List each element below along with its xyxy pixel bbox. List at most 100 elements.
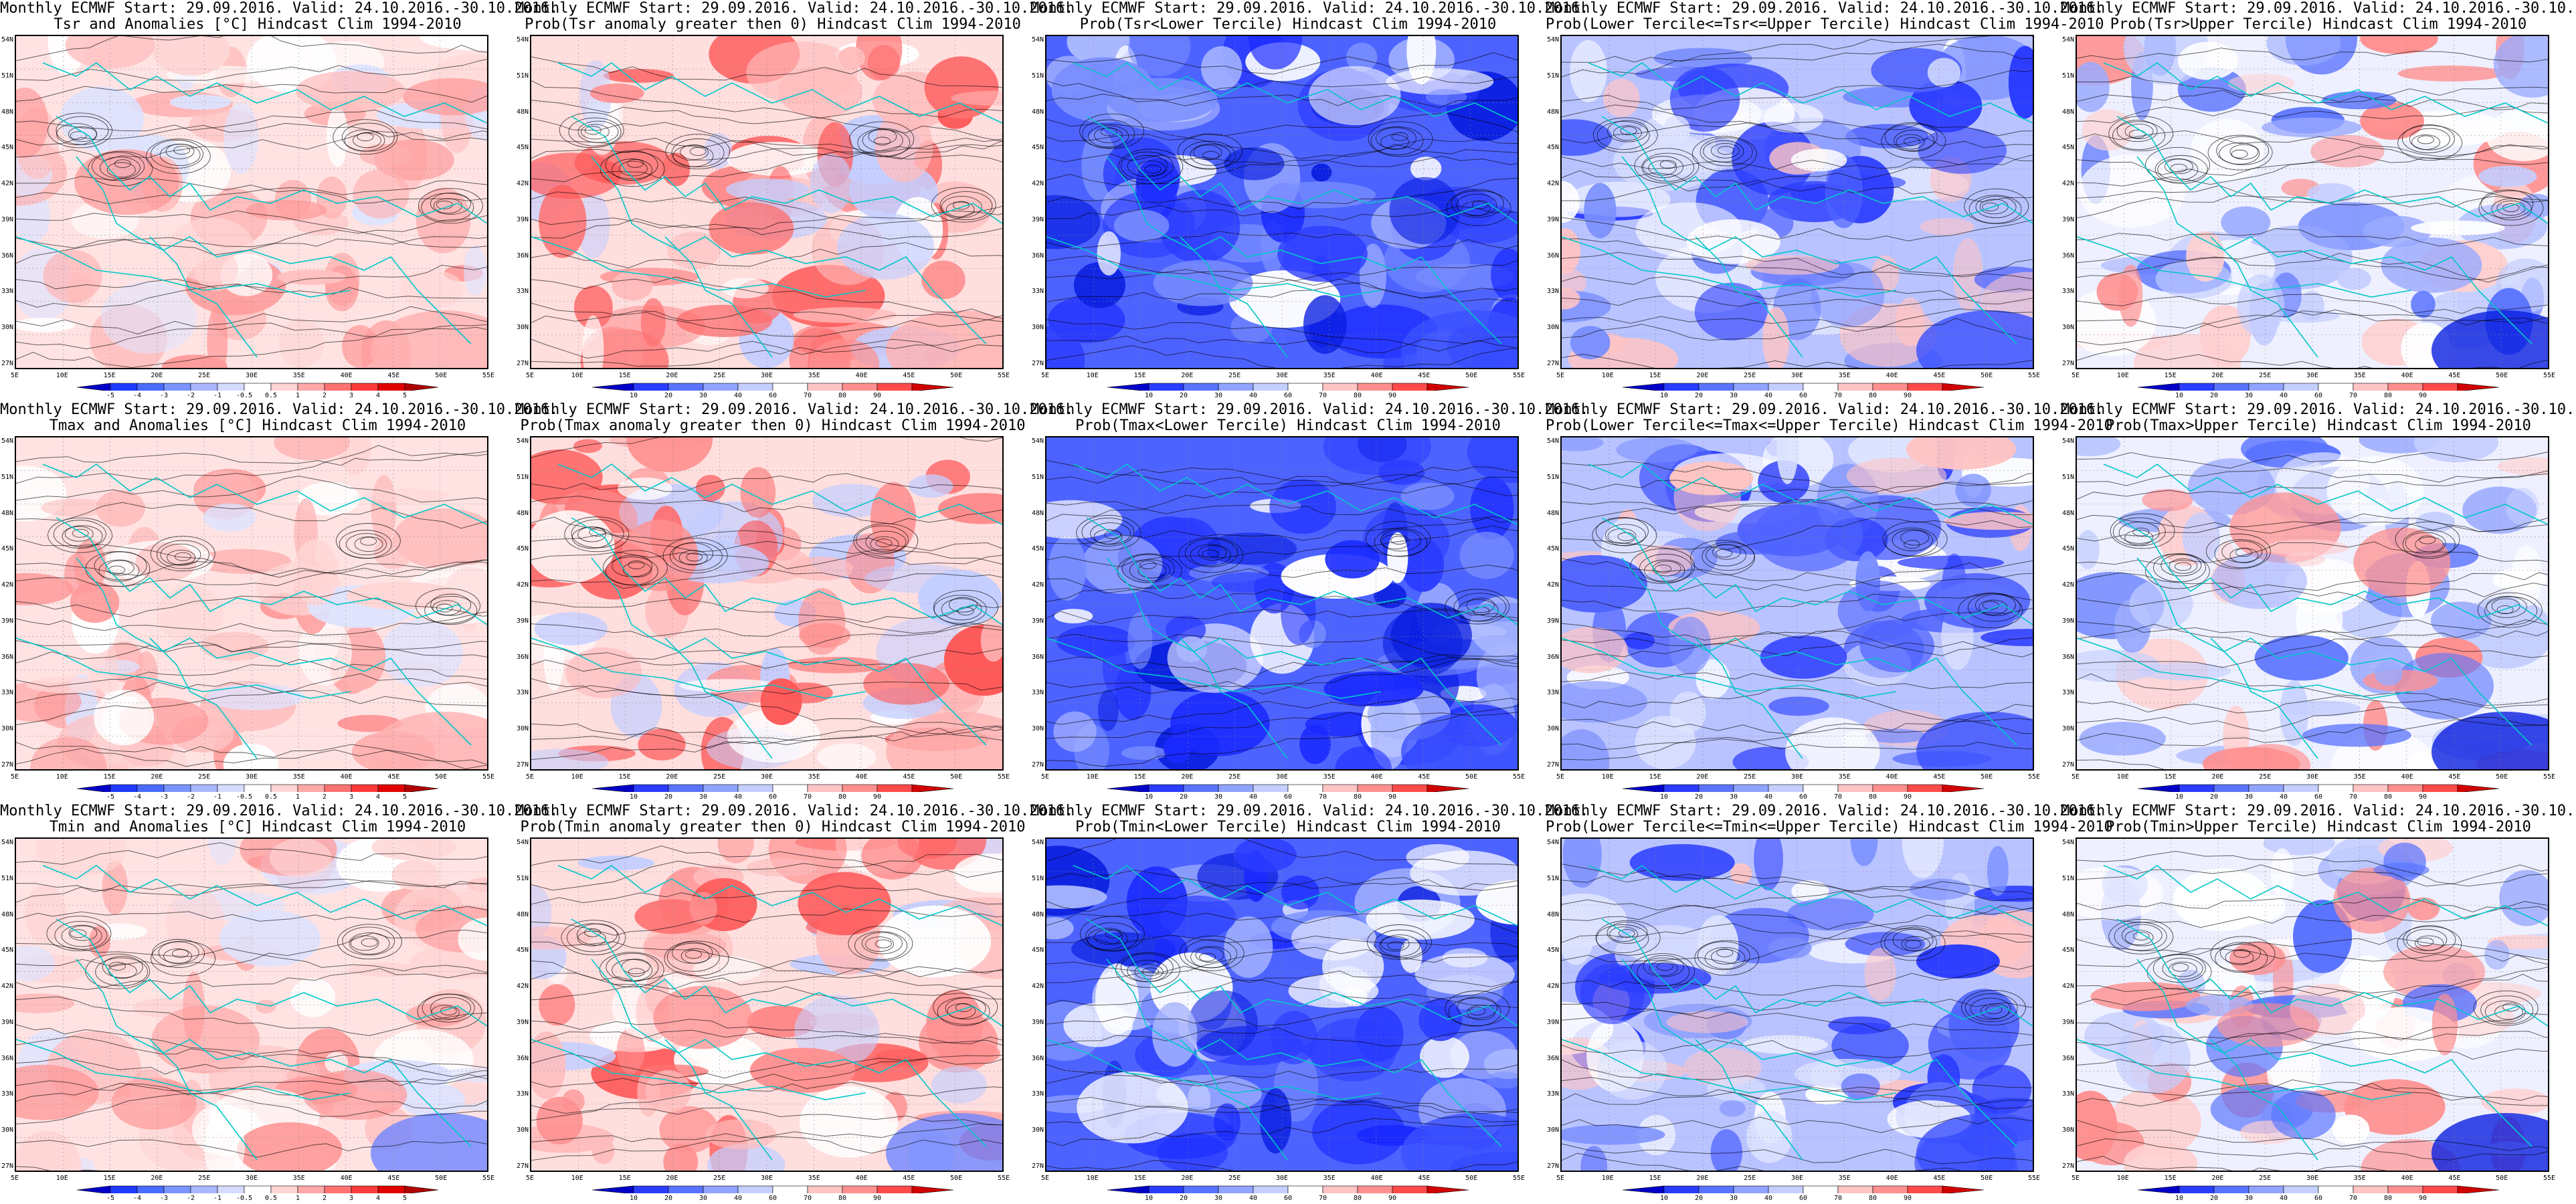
lon-label: 50E [1981,773,1993,781]
lon-label: 5E [2071,372,2080,379]
colorbar-swatch [807,1185,843,1193]
lon-label: 25E [2259,773,2272,781]
panel-title-line1: Monthly ECMWF Start: 29.09.2016. Valid: … [1030,0,1589,17]
lat-label: 51N [2061,72,2074,80]
panel-title-line2: Prob(Tmax anomaly greater then 0) Hindca… [520,417,1026,434]
colorbar-tick-label: 40 [1764,793,1773,801]
lat-label: 39N [1,215,13,223]
colorbar-tick-label: 40 [2279,392,2288,399]
colorbar-swatch [1392,383,1428,391]
colorbar-swatch [297,1185,325,1193]
colorbar [77,383,438,391]
lat-label: 42N [516,180,529,188]
lon-label: 45E [903,773,915,781]
lon-label: 10E [1086,1175,1099,1182]
colorbar-tick-label: 70 [1833,1195,1843,1202]
map-panel-tmin-anomaly: Monthly ECMWF Start: 29.09.2016. Valid: … [0,803,558,1204]
colorbar-swatch [1392,1185,1428,1193]
colorbar-swatch [1907,784,1943,792]
lon-label: 20E [2211,1175,2224,1182]
lon-label: 15E [103,372,116,379]
colorbar-swatch [1287,1185,1323,1193]
lon-label: 15E [2164,1175,2177,1182]
colorbar-swatch [1623,1185,1665,1193]
colorbar-tick-label: -0.5 [236,392,253,399]
colorbar-tick-label: 70 [1833,793,1843,801]
lon-label: 30E [2306,372,2319,379]
colorbar-tick-label: 0.5 [264,793,278,801]
lon-label: 35E [292,1175,305,1182]
colorbar-tick-label: 2 [322,1195,327,1202]
colorbar-tick-label: 20 [664,793,673,801]
colorbar-swatch [703,784,739,792]
lat-label: 36N [1031,252,1044,260]
colorbar-tick-label: 60 [2314,392,2323,399]
lat-label: 45N [516,946,529,955]
lon-label: 15E [1133,1175,1146,1182]
colorbar-tick-label: -5 [106,1195,115,1202]
colorbar-swatch [842,383,878,391]
colorbar-swatch [1148,784,1184,792]
lon-label: 35E [1323,1175,1336,1182]
lat-label: 36N [1546,1054,1559,1062]
lon-label: 10E [1086,372,1099,379]
lat-label: 45N [2061,144,2074,152]
colorbar-tick-label: 10 [1144,1195,1154,1202]
lon-label: 10E [1601,1175,1614,1182]
lat-label: 30N [1546,324,1559,332]
lon-label: 35E [1838,372,1851,379]
colorbar-swatch [592,1185,634,1193]
colorbar-swatch [77,383,111,391]
colorbar-swatch [2457,1185,2499,1193]
colorbar-tick-label: 30 [2244,793,2253,801]
lat-label: 33N [1031,689,1044,697]
lon-label: 10E [571,1175,583,1182]
lon-label: 40E [1885,1175,1898,1182]
colorbar [77,784,438,792]
colorbar-tick-label: 40 [1764,1195,1773,1202]
lon-label: 15E [2164,372,2177,379]
lon-label: 40E [1370,1175,1383,1182]
colorbar-tick-label: 20 [2209,392,2219,399]
lon-label: 15E [2164,773,2177,781]
lat-label: 33N [516,288,529,296]
lon-label: 55E [482,773,495,781]
lat-label: 48N [2061,910,2074,918]
colorbar-tick-label: 90 [1388,1195,1397,1202]
lat-label: 30N [1546,1126,1559,1134]
panel-title-line2: Tsr and Anomalies [°C] Hindcast Clim 199… [54,16,462,33]
colorbar-tick-label: 40 [1249,1195,1258,1202]
colorbar-swatch [2213,784,2249,792]
colorbar-tick-label: 30 [1214,1195,1223,1202]
colorbar-swatch [1183,784,1219,792]
lat-label: 42N [1,983,13,991]
colorbar-swatch [2457,383,2499,391]
colorbar-tick-label: 70 [2349,1195,2358,1202]
lon-label: 45E [387,372,400,379]
lat-label: 27N [2061,1163,2074,1170]
colorbar [1623,1185,1984,1193]
lat-label: 51N [1,473,13,481]
colorbar-swatch [668,1185,704,1193]
colorbar-tick-label: 2 [322,793,327,801]
colorbar-swatch [377,784,405,792]
colorbar-tick-label: 80 [1353,392,1362,399]
colorbar-tick-label: 80 [1868,793,1877,801]
colorbar-swatch [77,784,111,792]
colorbar-swatch [136,1185,165,1193]
colorbar-swatch [1803,784,1839,792]
colorbar-tick-label: 80 [1353,793,1362,801]
lon-label: 50E [435,372,448,379]
colorbar-swatch [1218,784,1254,792]
lon-label: 50E [1465,773,1478,781]
map-area [15,35,488,369]
colorbar-tick-label: 90 [2418,392,2427,399]
lon-label: 10E [56,773,68,781]
lon-label: 10E [571,372,583,379]
colorbar-swatch [807,383,843,391]
lon-label: 45E [387,1175,400,1182]
lat-label: 36N [1,653,13,661]
lat-label: 36N [516,1054,529,1062]
lon-label: 40E [340,372,353,379]
colorbar-swatch [2179,784,2215,792]
